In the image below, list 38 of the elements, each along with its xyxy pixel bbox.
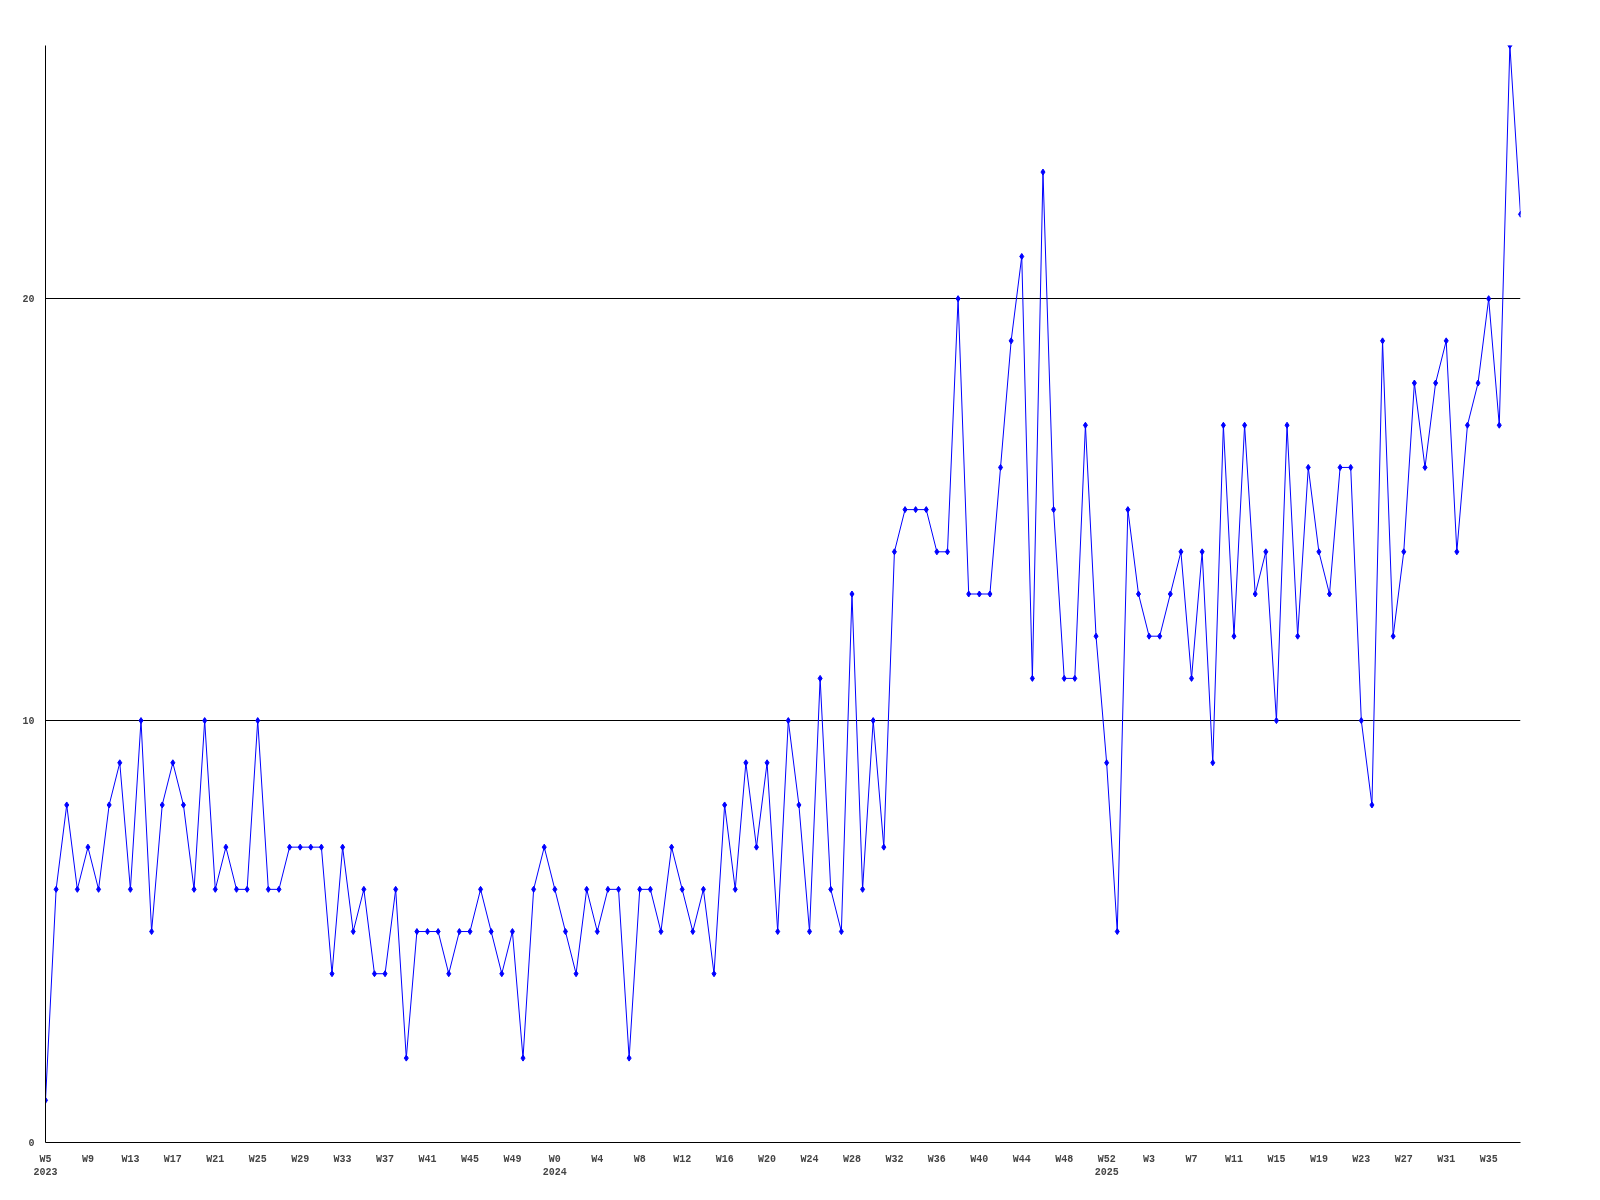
x-tick-label: W40 <box>970 1153 989 1165</box>
x-tick-label: W35 <box>1479 1153 1498 1165</box>
x-tick-label: W8 <box>633 1153 646 1165</box>
x-tick-label: W32 <box>885 1153 904 1165</box>
x-tick-label: W17 <box>163 1153 182 1165</box>
x-tick-label: W23 <box>1352 1153 1371 1165</box>
x-tick-label: W5 2023 <box>33 1153 58 1178</box>
x-tick-label: W27 <box>1394 1153 1413 1165</box>
x-tick-label: W7 <box>1185 1153 1198 1165</box>
x-tick-label: W13 <box>121 1153 140 1165</box>
x-tick-label: W48 <box>1055 1153 1074 1165</box>
x-tick-label: W0 2024 <box>542 1153 567 1178</box>
x-tick-label: W28 <box>842 1153 861 1165</box>
x-tick-label: W9 <box>81 1153 94 1165</box>
x-tick-label: W37 <box>376 1153 395 1165</box>
x-tick-label: W19 <box>1309 1153 1328 1165</box>
x-tick-label: W45 <box>460 1153 479 1165</box>
x-tick-label: W24 <box>800 1153 819 1165</box>
x-tick-label: W36 <box>927 1153 946 1165</box>
x-tick-label: W4 <box>591 1153 604 1165</box>
x-tick-label: W33 <box>333 1153 352 1165</box>
x-tick-label: W25 <box>248 1153 267 1165</box>
x-tick-label: W21 <box>206 1153 225 1165</box>
x-tick-label: W16 <box>715 1153 734 1165</box>
x-tick-label: W3 <box>1143 1153 1156 1165</box>
x-tick-label: W31 <box>1437 1153 1456 1165</box>
x-tick-label: W15 <box>1267 1153 1286 1165</box>
x-tick-label: W49 <box>503 1153 522 1165</box>
x-tick-label: W44 <box>1012 1153 1031 1165</box>
x-tick-label: W52 2025 <box>1094 1153 1119 1178</box>
x-tick-label: W11 <box>1224 1153 1243 1165</box>
x-tick-label: W12 <box>673 1153 692 1165</box>
x-tick-label: W20 <box>758 1153 777 1165</box>
y-tick-label: 20 <box>22 294 35 306</box>
y-tick-label: 0 <box>28 1138 35 1149</box>
y-tick-label: 10 <box>22 716 35 728</box>
x-tick-label: W41 <box>418 1153 437 1165</box>
x-tick-label: W29 <box>291 1153 310 1165</box>
